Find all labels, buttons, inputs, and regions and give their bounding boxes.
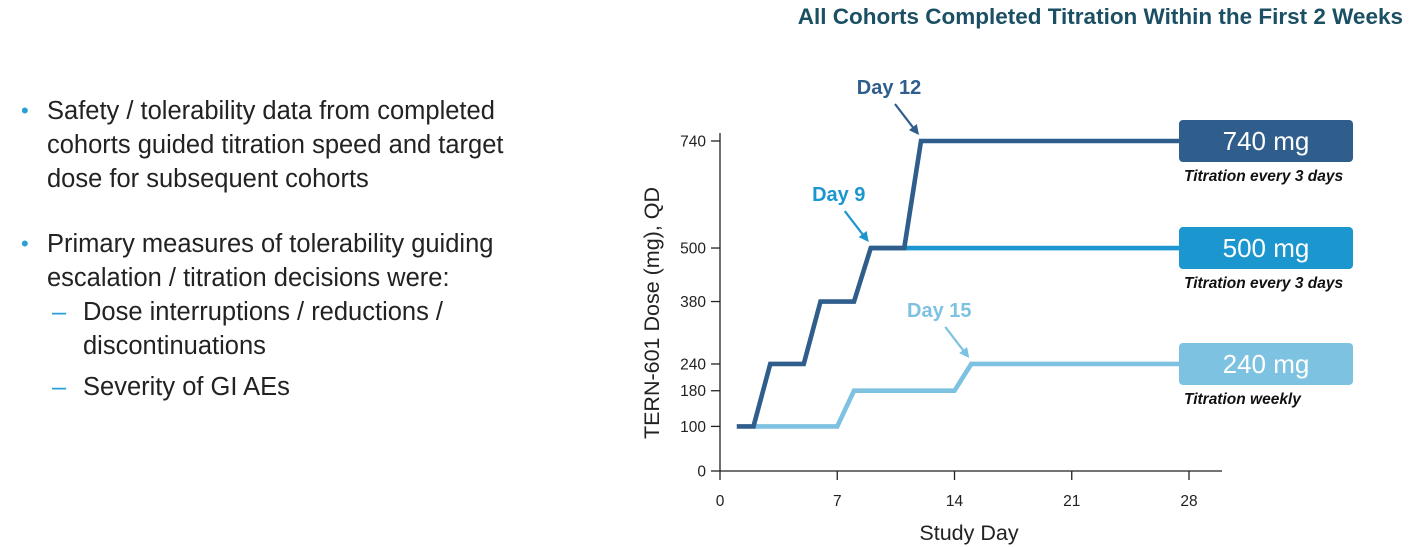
bullet-line: cohorts guided titration speed and targe…	[47, 131, 504, 159]
dose-label-box	[1179, 227, 1353, 270]
dose-label-box	[1179, 120, 1353, 162]
bullet-marker: •	[21, 98, 29, 123]
annotation-arrowhead	[908, 124, 919, 135]
y-tick-label: 180	[680, 383, 706, 400]
y-axis-title: TERN-601 Dose (mg), QD	[640, 187, 664, 439]
y-tick-label: 740	[680, 134, 706, 151]
series-line	[753, 361, 1189, 429]
sub-bullet-line: discontinuations	[83, 332, 266, 360]
bullet-line: dose for subsequent cohorts	[47, 165, 369, 193]
chart-title: All Cohorts Completed Titration Within t…	[797, 4, 1403, 29]
sub-bullet-marker: –	[52, 373, 67, 401]
annotation-arrowhead	[959, 347, 970, 358]
sub-bullet-line: Dose interruptions / reductions /	[83, 298, 444, 326]
x-axis-title: Study Day	[919, 521, 1018, 545]
dose-label-text: 740 mg	[1223, 126, 1310, 156]
bullet-marker: •	[21, 231, 29, 256]
x-tick-label: 14	[946, 493, 964, 510]
x-tick-label: 21	[1063, 493, 1080, 510]
annotation-label: Day 9	[812, 184, 865, 206]
y-tick-label: 100	[680, 419, 706, 436]
y-tick-label: 380	[680, 294, 706, 311]
y-tick-label: 240	[680, 356, 706, 373]
x-tick-label: 0	[716, 493, 725, 510]
annotation-arrow	[944, 326, 967, 354]
bullet-line: Primary measures of tolerability guiding	[47, 230, 494, 258]
series-line	[736, 138, 1189, 429]
x-tick-label: 28	[1180, 493, 1197, 510]
bullet-line: Safety / tolerability data from complete…	[47, 97, 495, 125]
sub-bullet-item: – Dose interruptions / reductions / disc…	[18, 295, 598, 363]
titration-note: Titration every 3 days	[1184, 168, 1343, 185]
sub-bullet-item: – Severity of GI AEs	[18, 370, 598, 404]
y-tick-label: 500	[680, 241, 706, 258]
x-tick-label: 7	[833, 493, 842, 510]
annotation-label: Day 15	[907, 300, 972, 322]
bullet-item: • Safety / tolerability data from comple…	[18, 94, 598, 196]
dose-label-text: 240 mg	[1223, 349, 1310, 379]
annotation-arrowhead	[858, 231, 869, 243]
titration-note: Titration every 3 days	[1184, 275, 1343, 292]
bullet-line: escalation / titration decisions were:	[47, 264, 450, 292]
sub-bullet-line: Severity of GI AEs	[83, 373, 290, 401]
dose-label-box	[1179, 342, 1353, 385]
annotation-arrow	[894, 103, 916, 131]
bullet-list: • Safety / tolerability data from comple…	[18, 94, 598, 404]
sub-bullet-marker: –	[52, 298, 67, 326]
titration-note: Titration weekly	[1184, 391, 1302, 408]
dose-label-text: 500 mg	[1223, 233, 1310, 263]
y-tick-label: 0	[697, 464, 706, 481]
bullet-item: • Primary measures of tolerability guidi…	[18, 227, 598, 295]
annotation-label: Day 12	[857, 77, 922, 99]
annotation-arrow	[843, 210, 866, 238]
